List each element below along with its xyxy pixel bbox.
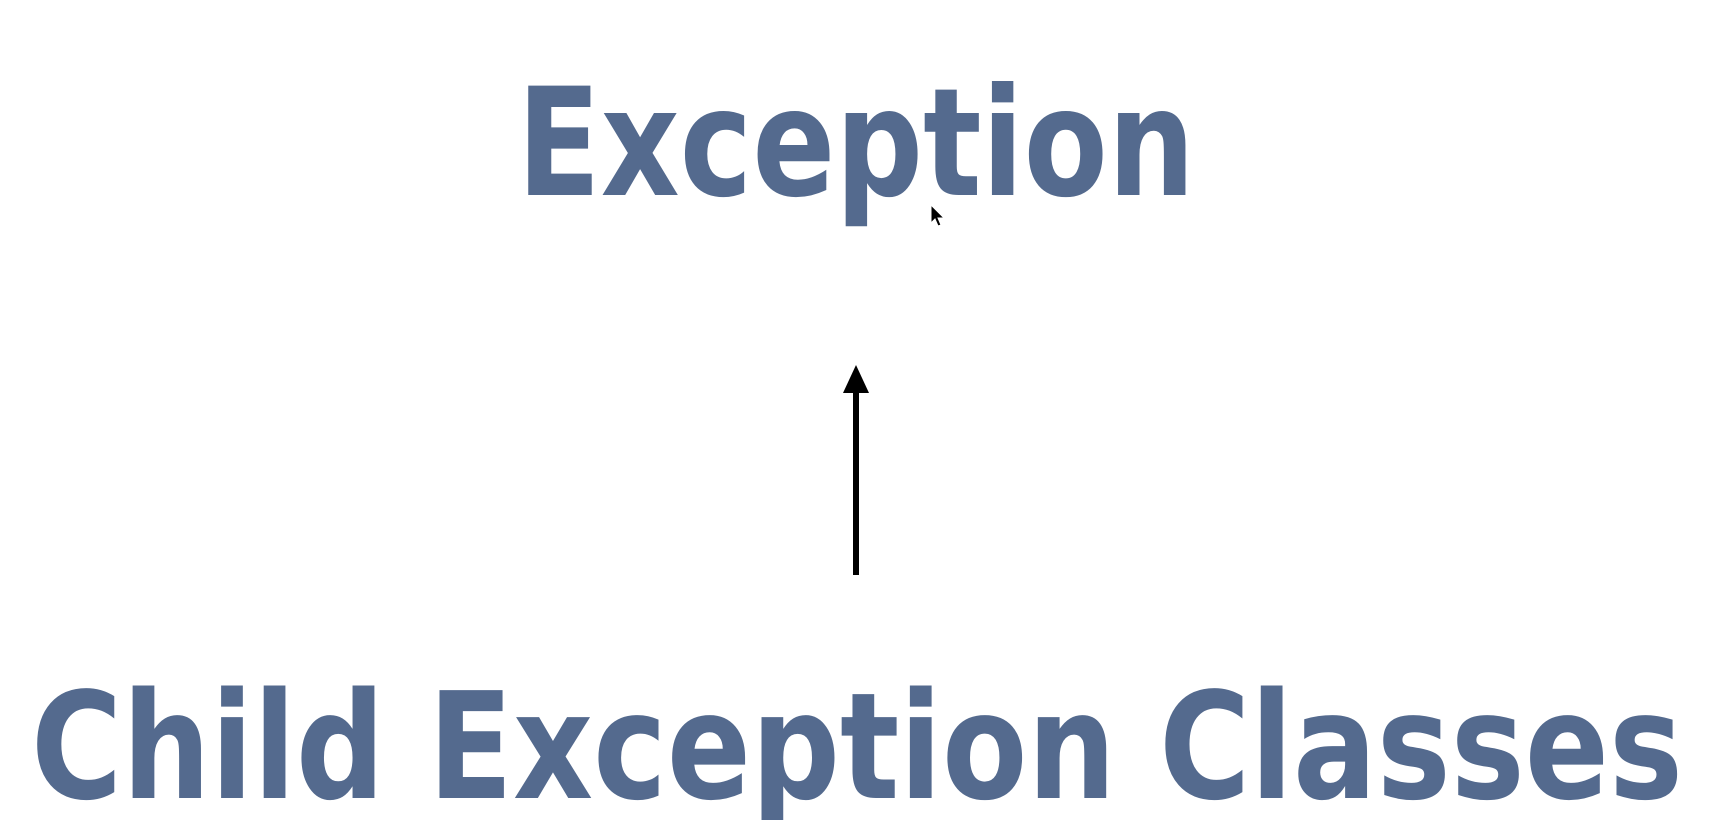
- mouse-cursor: [930, 203, 946, 227]
- child-class-label: Child Exception Classes: [31, 661, 1683, 820]
- parent-class-label: Exception: [517, 57, 1195, 231]
- inheritance-arrow-head: [843, 365, 869, 393]
